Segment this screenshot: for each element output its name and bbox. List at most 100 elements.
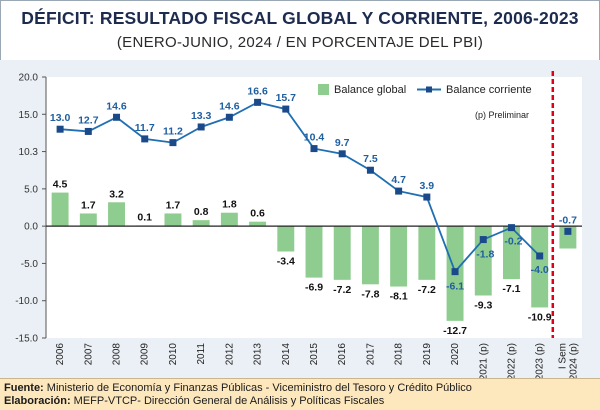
bar-data-label: -9.3: [474, 299, 492, 311]
chart-subtitle: (ENERO-JUNIO, 2024 / EN PORCENTAJE DEL P…: [116, 34, 484, 51]
plot-background: [46, 77, 582, 338]
x-tick-label: 2006: [55, 343, 66, 366]
chart-footer: Fuente: Ministerio de Economía y Finanza…: [0, 378, 600, 410]
x-tick-label: 2016: [337, 343, 348, 366]
line-data-label: 7.5: [363, 153, 378, 165]
bar-balance-global: [108, 202, 125, 227]
line-data-label: 13.3: [191, 110, 212, 122]
marker-balance-corriente: [395, 187, 403, 195]
legend-label-balance-corriente: Balance corriente: [446, 84, 532, 96]
line-data-label: 11.7: [135, 122, 155, 134]
marker-balance-corriente: [56, 125, 64, 133]
line-data-label: 15.7: [276, 92, 297, 104]
chart-title: DÉFICIT: RESULTADO FISCAL GLOBAL Y CORRI…: [21, 8, 579, 28]
legend-label-balance-global: Balance global: [334, 84, 406, 96]
plot-area: 20.0 15.0 10.3 5.0 0.0 -5.0 -10.0 -15.0 2006 2007…: [0, 60, 600, 380]
x-tick-label: 2019: [422, 343, 433, 366]
x-tick-label: 2020: [450, 343, 461, 366]
marker-balance-corriente: [84, 127, 92, 135]
line-data-label: 14.6: [106, 100, 127, 112]
line-data-label: -0.2: [504, 236, 522, 248]
bar-data-label: 0.8: [194, 206, 209, 218]
marker-balance-corriente: [564, 227, 572, 235]
credit-text: MEFP-VTCP- Dirección General de Análisis…: [70, 395, 385, 407]
x-tick-label: 2008: [112, 343, 123, 366]
credit-line: Elaboración: MEFP-VTCP- Dirección Genera…: [4, 395, 384, 407]
bar-data-label: 1.8: [222, 199, 237, 211]
y-tick-label: -10.0: [15, 296, 38, 307]
x-tick-label: 2011: [196, 343, 207, 365]
bar-data-label: 4.5: [53, 179, 68, 191]
legend-swatch-balance-global: [318, 84, 329, 95]
x-tick-label: 2023 (p): [535, 343, 546, 380]
marker-balance-corriente: [536, 252, 544, 260]
x-tick-label: 2009: [140, 343, 151, 366]
credit-label: Elaboración:: [4, 395, 71, 407]
x-tick-label: 2024 (p): [568, 343, 579, 380]
bar-data-label: -12.7: [443, 325, 467, 337]
source-label: Fuente:: [4, 382, 44, 394]
line-data-label: 10.4: [304, 132, 325, 144]
bar-data-label: -7.2: [333, 284, 351, 296]
line-data-label: -1.8: [476, 249, 494, 261]
bar-data-label: -6.9: [305, 282, 323, 294]
line-data-label: 4.7: [391, 174, 406, 186]
x-tick-label: 2018: [394, 343, 405, 366]
bar-balance-global: [531, 226, 549, 308]
line-balance-corriente: [60, 101, 541, 274]
bar-balance-global: [164, 213, 182, 227]
line-data-label: -6.1: [446, 281, 464, 293]
bar-balance-global: [390, 226, 408, 287]
bar-balance-global: [249, 221, 267, 227]
marker-balance-corriente: [254, 98, 262, 106]
source-line: Fuente: Ministerio de Economía y Finanza…: [4, 382, 472, 394]
marker-balance-corriente: [366, 166, 374, 174]
bar-balance-global: [220, 212, 238, 227]
line-data-label: -0.7: [559, 214, 577, 226]
x-tick-label: 2013: [253, 343, 264, 366]
marker-balance-corriente: [479, 236, 487, 244]
bar-balance-global: [418, 226, 436, 280]
x-tick-label: 2010: [168, 343, 179, 366]
chart-svg: 20.0 15.0 10.3 5.0 0.0 -5.0 -10.0 -15.0 2006 2007…: [15, 71, 582, 380]
bar-balance-global: [559, 226, 577, 249]
marker-balance-corriente: [451, 268, 459, 276]
line-data-label: 12.7: [78, 114, 99, 126]
bar-balance-global: [79, 213, 97, 227]
marker-balance-corriente: [507, 224, 515, 232]
bar-data-label: -10.9: [528, 311, 552, 323]
bar-balance-global: [51, 192, 69, 227]
line-data-label: 9.7: [335, 137, 350, 149]
x-tick-label: I Sem: [557, 343, 568, 369]
x-tick-label: 2014: [281, 343, 292, 366]
bar-balance-global: [361, 226, 379, 285]
marker-balance-corriente: [141, 135, 149, 143]
bar-data-label: 3.2: [109, 188, 124, 200]
bar-data-label: 1.7: [166, 199, 181, 211]
legend-marker-balance-corriente: [426, 86, 432, 93]
y-tick-label: 20.0: [19, 73, 39, 84]
marker-balance-corriente: [282, 105, 290, 113]
bar-balance-global: [305, 226, 323, 278]
y-tick-label: 10.3: [19, 147, 39, 158]
x-tick-label: 2017: [365, 343, 376, 366]
x-tick-label: 2022 (p): [506, 343, 517, 380]
x-tick-label: 2012: [224, 343, 235, 366]
line-data-label: 13.0: [50, 112, 71, 124]
x-tick-label: 2007: [83, 343, 94, 366]
y-tick-label: 15.0: [19, 110, 39, 121]
y-tick-label: -5.0: [21, 259, 39, 270]
bar-data-label: 1.7: [81, 199, 96, 211]
x-tick-label: 2015: [309, 343, 320, 366]
line-data-label: 14.6: [219, 100, 240, 112]
bar-data-label: -7.2: [418, 284, 436, 296]
marker-balance-corriente: [423, 193, 431, 201]
x-tick-label: 2021 (p): [478, 343, 489, 380]
bar-data-label: 0.6: [250, 208, 265, 220]
line-data-label: 16.6: [247, 85, 268, 97]
bar-balance-global: [333, 226, 351, 280]
marker-balance-corriente: [225, 113, 233, 121]
line-data-label: 3.9: [420, 180, 435, 192]
y-tick-label: 0.0: [24, 222, 38, 233]
bar-balance-global: [503, 226, 520, 280]
